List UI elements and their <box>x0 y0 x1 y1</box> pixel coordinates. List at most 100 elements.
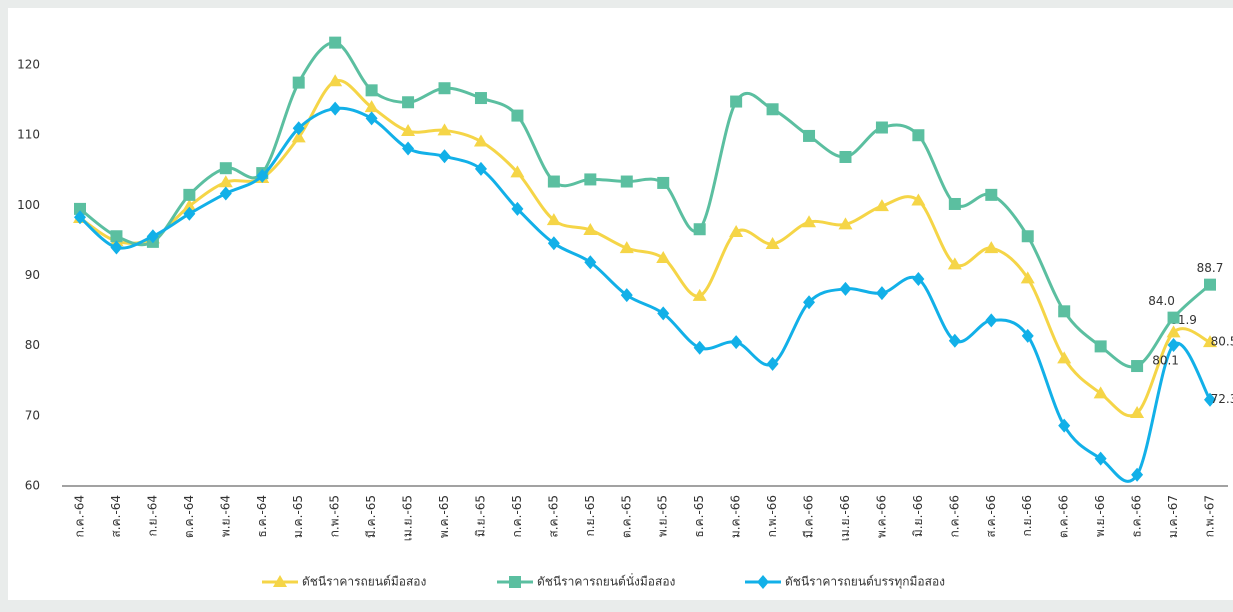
data-point <box>802 215 817 228</box>
data-point <box>948 197 961 210</box>
data-point <box>730 95 743 108</box>
x-tick-label: ธ.ค.-64 <box>255 495 269 538</box>
y-tick-label: 70 <box>25 408 40 422</box>
data-point <box>874 199 889 212</box>
data-point <box>219 162 232 175</box>
data-point <box>256 168 269 183</box>
data-point <box>183 206 196 221</box>
x-tick-label: ส.ค.-65 <box>546 495 560 538</box>
x-tick-label: มิ.ย.-66 <box>911 495 925 537</box>
legend-label: ดัชนีราคารถยนต์บรรทุกมือสอง <box>785 575 945 590</box>
legend-marker <box>509 576 521 588</box>
data-point <box>546 213 561 226</box>
x-tick-label: ธ.ค.-65 <box>692 495 706 538</box>
x-tick-label: พ.ค.-66 <box>874 495 888 538</box>
data-point <box>657 176 670 189</box>
data-point <box>291 130 306 143</box>
data-point <box>693 340 706 355</box>
data-point <box>402 141 415 156</box>
data-point <box>875 121 888 134</box>
data-label: 80.1 <box>1152 353 1179 367</box>
data-point <box>1020 271 1035 284</box>
data-point <box>912 129 925 142</box>
data-point <box>1093 386 1108 399</box>
data-point <box>183 188 196 201</box>
data-point <box>110 240 123 255</box>
data-point <box>1021 328 1034 343</box>
data-point <box>1094 340 1107 353</box>
data-point <box>1058 418 1071 433</box>
data-point <box>329 36 342 49</box>
x-tick-label: มี.ค.-66 <box>802 495 816 538</box>
data-point <box>1094 451 1107 466</box>
x-tick-label: ต.ค.-65 <box>619 495 633 538</box>
data-point <box>1204 278 1216 291</box>
data-point <box>1057 351 1072 364</box>
x-tick-label: เม.ย.-65 <box>401 495 415 541</box>
data-label: 84.0 <box>1148 294 1175 308</box>
x-tick-label: ธ.ค.-66 <box>1130 495 1144 538</box>
data-point <box>765 236 780 249</box>
x-tick-label: พ.ย.-65 <box>656 495 670 537</box>
data-point <box>766 356 779 371</box>
data-point <box>402 96 415 109</box>
data-point <box>838 217 853 230</box>
x-tick-label: ส.ค.-66 <box>984 495 998 538</box>
y-tick-label: 80 <box>25 338 40 352</box>
data-point <box>146 229 159 244</box>
x-tick-label: ส.ค.-64 <box>109 495 123 538</box>
data-point <box>875 286 888 301</box>
x-tick-label: พ.ย.-66 <box>1093 495 1107 537</box>
data-point <box>74 210 86 225</box>
x-tick-label: ก.ค.-64 <box>73 495 87 538</box>
x-tick-label: ม.ค.-67 <box>1166 495 1180 538</box>
x-tick-label: ก.ย.-64 <box>145 495 159 537</box>
plot-background <box>8 8 1233 600</box>
data-point <box>74 202 86 215</box>
data-point <box>218 175 233 188</box>
data-point <box>329 101 342 116</box>
data-point <box>766 103 779 116</box>
legend-label: ดัชนีราคารถยนต์มือสอง <box>302 575 426 589</box>
x-tick-label: ก.พ.-65 <box>328 495 342 537</box>
data-point <box>730 335 743 350</box>
data-point <box>619 241 634 254</box>
legend-label: ดัชนีราคารถยนต์นั่งมือสอง <box>537 573 675 589</box>
x-tick-label: ต.ค.-66 <box>1057 495 1071 538</box>
data-point <box>839 150 852 163</box>
data-point <box>1167 337 1180 352</box>
x-tick-label: ก.พ.-66 <box>765 495 779 537</box>
data-point <box>947 257 962 270</box>
data-point <box>911 193 926 206</box>
data-point <box>474 92 487 105</box>
data-point <box>985 188 998 201</box>
data-point <box>693 223 706 236</box>
data-point <box>511 201 524 216</box>
data-point <box>1058 305 1071 318</box>
data-point <box>511 109 524 122</box>
data-point <box>438 149 451 164</box>
data-point <box>985 313 998 328</box>
data-point <box>474 161 487 176</box>
x-tick-label: เม.ย.-66 <box>838 495 852 541</box>
data-point <box>401 124 416 137</box>
data-point <box>1021 230 1034 243</box>
y-tick-label: 60 <box>25 479 40 493</box>
data-point <box>656 251 671 263</box>
data-point <box>584 255 597 270</box>
data-point <box>584 173 597 186</box>
data-point <box>657 306 670 321</box>
x-tick-label: มิ.ย.-65 <box>473 495 487 537</box>
x-tick-label: พ.ค.-65 <box>437 495 451 538</box>
data-point <box>729 225 744 238</box>
data-point <box>1131 467 1144 482</box>
data-point <box>219 186 232 201</box>
data-point <box>110 230 123 243</box>
y-tick-label: 90 <box>25 268 40 282</box>
data-point <box>620 175 633 188</box>
data-label: 88.7 <box>1197 261 1224 275</box>
data-point <box>438 82 451 95</box>
data-point <box>948 333 961 348</box>
data-point <box>583 222 598 235</box>
